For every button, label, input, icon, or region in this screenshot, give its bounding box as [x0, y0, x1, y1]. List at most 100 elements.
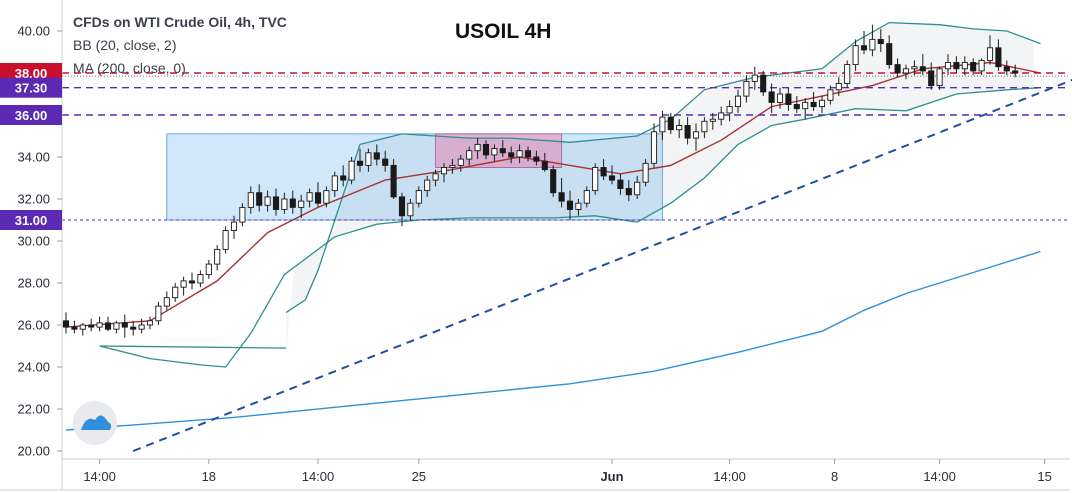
- candlestick: [340, 165, 347, 187]
- candlestick: [919, 54, 926, 76]
- candle-body-bullish: [264, 196, 271, 206]
- candlestick: [869, 24, 876, 57]
- candle-body-bullish: [869, 38, 876, 51]
- candle-body-bullish: [835, 83, 842, 91]
- candle-body-bullish: [163, 297, 170, 307]
- candlestick: [928, 62, 935, 90]
- candlestick: [247, 186, 254, 214]
- candlestick: [961, 56, 968, 76]
- candlestick: [197, 270, 204, 288]
- candlestick: [323, 186, 330, 208]
- candle-body-bullish: [650, 131, 658, 164]
- candle-body-bearish: [289, 198, 296, 208]
- candle-body-bullish: [466, 150, 473, 160]
- candle-body-bearish: [919, 66, 926, 72]
- candle-body-bullish: [247, 192, 254, 208]
- candlestick: [130, 320, 137, 336]
- candle-body-bullish: [844, 64, 851, 84]
- candle-body-bearish: [860, 45, 868, 51]
- x-tick-label: 15: [1037, 469, 1051, 484]
- candlestick: [138, 318, 145, 334]
- candlestick: [886, 35, 893, 69]
- candlestick: [709, 112, 716, 130]
- candlestick: [188, 272, 196, 290]
- candlestick: [281, 192, 288, 214]
- candlestick: [230, 215, 238, 239]
- candle-body-bearish: [130, 326, 137, 330]
- candlestick: [96, 316, 103, 332]
- y-tick-label: 22.00: [17, 402, 50, 417]
- candle-body-bearish: [625, 188, 632, 196]
- candlestick: [650, 123, 658, 168]
- candlestick: [79, 322, 86, 336]
- candlestick: [751, 66, 758, 90]
- candle-body-bullish: [214, 248, 221, 265]
- candle-body-bearish: [71, 326, 78, 330]
- candle-body-bearish: [793, 104, 800, 110]
- candle-body-bearish: [760, 74, 767, 93]
- candlestick: [407, 199, 414, 220]
- candle-body-bullish: [113, 322, 120, 330]
- candle-body-bearish: [877, 38, 884, 45]
- candle-body-bullish: [205, 263, 212, 276]
- candle-body-bearish: [62, 320, 70, 328]
- candle-body-bearish: [533, 156, 540, 162]
- bollinger-band-fill: [286, 22, 1034, 349]
- candle-body-bullish: [323, 190, 330, 204]
- candle-body-bullish: [146, 320, 154, 326]
- candlestick: [718, 106, 725, 126]
- candlestick: [877, 28, 884, 52]
- candle-body-bullish: [491, 148, 498, 156]
- candle-body-bullish: [701, 120, 708, 133]
- candle-body-bullish: [424, 179, 431, 192]
- candlestick: [373, 144, 380, 166]
- candlestick: [348, 157, 355, 185]
- y-tick-label: 30.00: [17, 234, 50, 249]
- candle-body-bearish: [356, 160, 364, 166]
- dashed-trendline: [132, 79, 1072, 452]
- candlestick: [256, 184, 263, 212]
- candlestick: [642, 159, 649, 187]
- candle-body-bullish: [827, 89, 834, 101]
- candlestick: [608, 165, 616, 185]
- candlestick: [524, 146, 532, 162]
- candle-body-bearish: [188, 280, 196, 284]
- candle-body-bearish: [541, 160, 548, 171]
- candle-body-bearish: [104, 322, 112, 330]
- candle-body-bullish: [642, 162, 649, 183]
- candlestick: [667, 112, 674, 134]
- candle-body-bearish: [953, 62, 960, 70]
- candle-body-bearish: [499, 148, 506, 154]
- x-tick-label: 14:00: [83, 469, 116, 484]
- y-tick-label: 26.00: [17, 318, 50, 333]
- candlestick: [314, 182, 322, 208]
- candle-body-bearish: [272, 196, 280, 210]
- candle-body-bullish: [407, 202, 414, 217]
- candle-body-bullish: [516, 150, 523, 158]
- candle-body-bullish: [239, 206, 246, 223]
- candlestick: [424, 175, 431, 197]
- candlestick: [104, 316, 112, 332]
- legend-bollinger: BB (20, close, 2): [73, 37, 177, 53]
- y-tick-label: 24.00: [17, 360, 50, 375]
- candle-body-bearish: [617, 179, 624, 189]
- candlestick: [860, 31, 868, 55]
- candlestick: [701, 117, 708, 139]
- candle-body-bullish: [676, 125, 683, 131]
- candle-body-bearish: [382, 158, 389, 166]
- candlestick: [592, 163, 599, 195]
- candlestick: [835, 77, 842, 97]
- candle-body-bullish: [306, 192, 313, 202]
- candlestick: [71, 320, 78, 334]
- candle-body-bullish: [457, 158, 464, 166]
- moving-average-200-line: [65, 250, 1041, 431]
- candlestick: [785, 87, 792, 111]
- pink-range-box: [435, 133, 563, 168]
- candlestick: [180, 276, 187, 296]
- candle-body-bullish: [138, 324, 145, 330]
- candlestick: [88, 318, 95, 332]
- chart-title: USOIL 4H: [455, 20, 551, 43]
- candlestick: [356, 148, 364, 172]
- candle-body-bullish: [818, 99, 826, 108]
